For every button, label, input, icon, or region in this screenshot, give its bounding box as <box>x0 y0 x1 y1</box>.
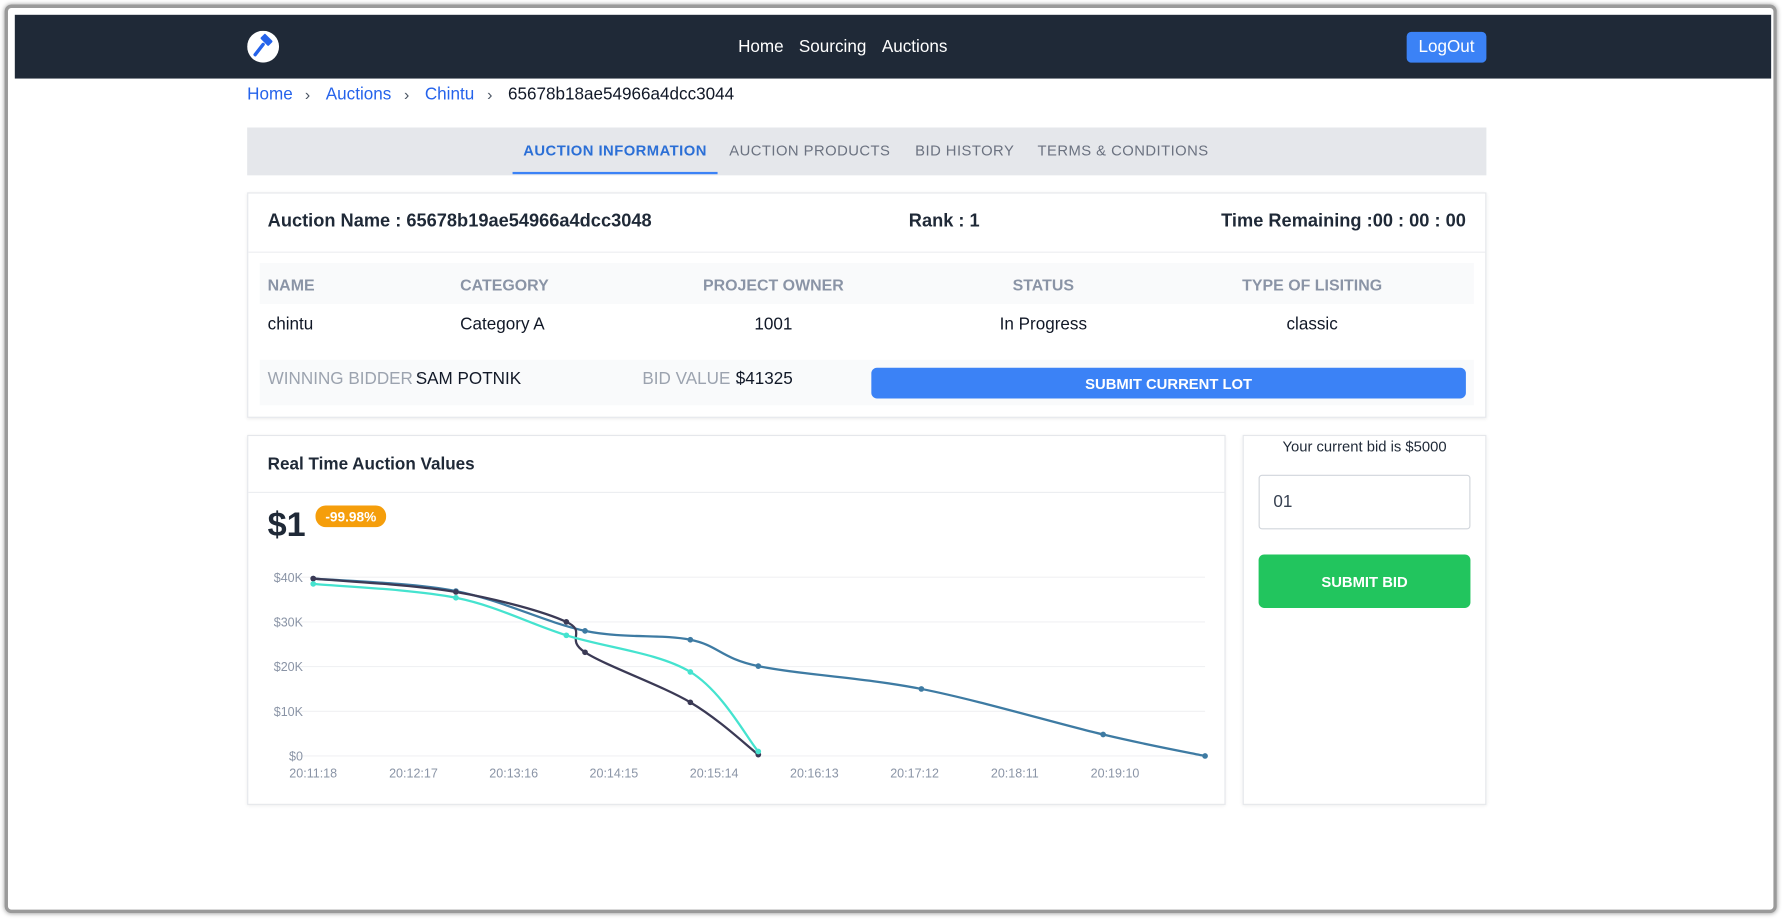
series-point <box>1100 731 1106 738</box>
change-badge <box>315 505 387 528</box>
nav-link[interactable]: Home <box>738 37 784 57</box>
series-point <box>1202 753 1208 759</box>
nav-link[interactable]: Sourcing <box>798 37 867 57</box>
table-header-cell: TYPE OF LISITING <box>1242 275 1383 294</box>
table-header-cell: NAME <box>267 275 315 294</box>
series-point <box>563 632 570 639</box>
series-line <box>313 582 760 753</box>
x-tick-label: 20:17:12 <box>890 767 939 781</box>
series-point <box>453 594 459 601</box>
submit-lot-button[interactable] <box>871 367 1466 399</box>
series-point <box>582 649 588 656</box>
logout-label: LogOut <box>1418 37 1475 57</box>
bid-value-label: BID VALUE : <box>642 369 740 389</box>
table-header <box>259 262 1474 304</box>
breadcrumb-sep: › <box>403 85 410 104</box>
y-tick-label: $0 <box>289 750 303 764</box>
table-cell: In Progress <box>999 314 1088 335</box>
table-cell: classic <box>1286 314 1338 335</box>
x-tick-label: 20:12:17 <box>389 767 438 781</box>
window-frame <box>4 4 1777 914</box>
x-tick-label: 20:11:18 <box>289 767 337 781</box>
current-value: $1 <box>267 506 306 545</box>
series-point <box>310 581 317 587</box>
divider <box>248 491 1225 493</box>
x-tick-label: 20:15:14 <box>690 767 739 781</box>
bid-value: $41325 <box>735 369 793 389</box>
series-point <box>310 575 317 582</box>
submit-bid-label: SUBMIT BID <box>1321 573 1408 591</box>
y-tick-label: $40K <box>274 571 304 585</box>
chart-title: Real Time Auction Values <box>267 454 475 475</box>
series-point <box>687 636 694 643</box>
bid-input[interactable] <box>1258 474 1471 530</box>
tab-indicator <box>512 171 718 175</box>
tab[interactable]: TERMS & CONDITIONS <box>1037 141 1209 159</box>
series-point <box>453 589 459 595</box>
tab[interactable]: AUCTION PRODUCTS <box>729 141 891 159</box>
divider <box>248 251 1486 253</box>
logout-button[interactable] <box>1406 31 1487 63</box>
time-remaining: Time Remaining :00 : 00 : 00 <box>1221 211 1466 232</box>
submit-lot-label: SUBMIT CURRENT LOT <box>1085 375 1253 393</box>
tab[interactable]: AUCTION INFORMATION <box>523 141 707 159</box>
logo[interactable] <box>247 30 280 63</box>
series-line <box>313 577 759 756</box>
series-point <box>755 663 762 669</box>
breadcrumb-current: 65678b18ae54966a4dcc3044 <box>507 84 735 105</box>
table-cell: chintu <box>267 314 314 335</box>
y-tick-label: $10K <box>274 705 304 719</box>
table-cell: Category A <box>460 314 545 335</box>
x-tick-label: 20:18:11 <box>991 767 1039 781</box>
table-header-cell: STATUS <box>1012 275 1075 294</box>
breadcrumb-link[interactable]: Auctions <box>325 84 392 105</box>
rank: Rank : 1 <box>908 211 980 232</box>
change-label: -99.98% <box>325 508 377 525</box>
series-point <box>687 699 694 706</box>
x-tick-label: 20:19:10 <box>1091 767 1140 781</box>
auction-name: Auction Name : 65678b19ae54966a4dcc3048 <box>267 211 652 232</box>
x-tick-label: 20:16:13 <box>790 767 839 781</box>
x-tick-label: 20:14:15 <box>590 767 639 781</box>
series-point <box>755 748 762 755</box>
breadcrumb-sep: › <box>304 85 311 104</box>
submit-bid-button[interactable] <box>1258 554 1471 608</box>
winning-bidder: SAM POTNIK <box>415 369 522 389</box>
x-tick-label: 20:13:16 <box>489 767 538 781</box>
table-header-cell: PROJECT OWNER <box>702 275 844 294</box>
winning-bidder-label: WINNING BIDDER : <box>267 369 423 389</box>
breadcrumb-link[interactable]: Home <box>247 84 293 105</box>
table-cell: 1001 <box>754 314 793 335</box>
current-bid: Your current bid is $5000 <box>1282 437 1447 455</box>
chart: $0 $10K $20K $30K $40K 20:11:18 20:12:17 20:13:… <box>274 571 1208 781</box>
series-point <box>582 627 588 634</box>
table-header-cell: CATEGORY <box>460 275 549 294</box>
tab[interactable]: BID HISTORY <box>915 141 1015 159</box>
breadcrumb-sep: › <box>487 85 493 104</box>
series-point <box>563 619 570 625</box>
breadcrumb-link[interactable]: Chintu <box>424 84 475 105</box>
series-point <box>918 686 925 692</box>
y-tick-label: $30K <box>274 615 304 629</box>
tab-bar <box>247 127 1487 176</box>
chart-card <box>247 434 1226 805</box>
series-point <box>687 669 694 675</box>
y-tick-label: $20K <box>274 660 304 674</box>
nav-link[interactable]: Auctions <box>881 37 948 57</box>
bid-input-value: 01 <box>1273 492 1293 512</box>
